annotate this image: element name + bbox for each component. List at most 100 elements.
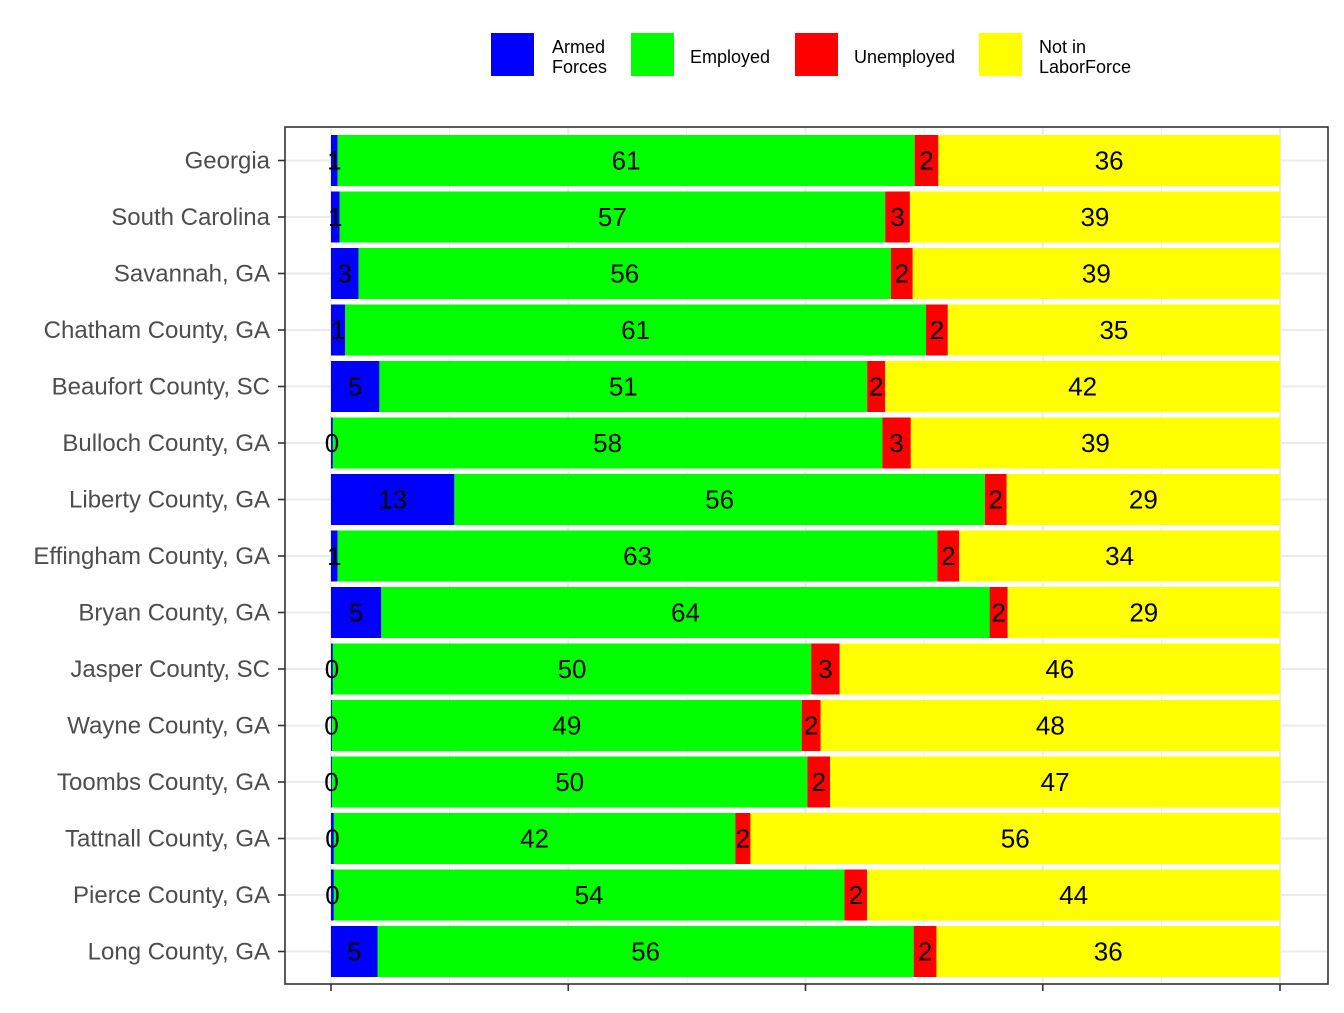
bar-unemployed <box>926 304 948 356</box>
bar-employed <box>337 530 938 582</box>
data-label: 0 <box>324 711 338 741</box>
bar-unemployed <box>890 248 913 299</box>
bar-unemployed <box>811 643 840 695</box>
bar-employed <box>332 417 883 469</box>
data-label: 56 <box>610 259 639 289</box>
bar-not-in-laborforce <box>867 869 1280 921</box>
bar-employed <box>331 700 802 751</box>
bar-armed-forces <box>331 643 333 695</box>
data-label: 0 <box>325 824 339 854</box>
bar-not-in-laborforce <box>910 417 1280 469</box>
y-tick-label: Long County, GA <box>88 939 270 966</box>
bar-unemployed <box>882 417 911 469</box>
data-label: 58 <box>593 428 622 458</box>
bar-not-in-laborforce <box>1007 587 1280 638</box>
data-label: 39 <box>1082 259 1111 289</box>
bar-armed-forces <box>331 135 338 186</box>
data-label: 0 <box>325 654 339 684</box>
data-label: 1 <box>327 541 341 571</box>
data-label: 39 <box>1081 428 1110 458</box>
bar-armed-forces <box>331 530 338 582</box>
data-label: 48 <box>1036 711 1065 741</box>
data-label: 3 <box>889 428 903 458</box>
data-label: 1 <box>327 146 341 176</box>
bar-unemployed <box>914 135 939 186</box>
bar-not-in-laborforce <box>885 361 1280 412</box>
legend-label: Armed <box>552 37 605 57</box>
data-label: 2 <box>869 372 883 402</box>
legend-key-unemployed <box>795 33 838 76</box>
y-tick-label: Georgia <box>185 148 271 175</box>
data-label: 2 <box>989 485 1003 515</box>
data-label: 50 <box>558 654 587 684</box>
data-label: 50 <box>555 767 584 797</box>
legend-key-armed-forces <box>491 33 534 76</box>
bar-not-in-laborforce <box>750 813 1280 864</box>
data-label: 1 <box>331 315 345 345</box>
bar-employed <box>381 587 990 638</box>
bar-armed-forces <box>331 869 334 921</box>
bar-armed-forces <box>331 191 340 243</box>
bar-unemployed <box>801 700 821 751</box>
y-tick-label: Wayne County, GA <box>67 713 270 740</box>
y-tick-label: Toombs County, GA <box>57 769 270 796</box>
data-label: 61 <box>612 146 641 176</box>
bar-employed <box>333 813 736 864</box>
data-label: 42 <box>520 824 549 854</box>
bar-unemployed <box>807 756 831 808</box>
y-tick-label: Bulloch County, GA <box>62 430 270 457</box>
bar-employed <box>333 869 845 921</box>
bar-not-in-laborforce <box>959 530 1280 582</box>
data-label: 44 <box>1059 880 1088 910</box>
bar-armed-forces <box>331 813 334 864</box>
bars <box>331 135 1280 977</box>
bar-unemployed <box>867 361 886 412</box>
legend-label: Employed <box>690 47 770 67</box>
data-label: 0 <box>325 880 339 910</box>
y-tick-label: Liberty County, GA <box>69 487 270 514</box>
bar-armed-forces <box>331 756 332 808</box>
legend-key-employed <box>631 33 674 76</box>
bar-employed <box>454 474 985 525</box>
data-label: 2 <box>919 146 933 176</box>
y-tick-label: Jasper County, SC <box>70 656 270 683</box>
data-label: 3 <box>890 202 904 232</box>
bar-unemployed <box>937 530 960 582</box>
data-label: 56 <box>705 485 734 515</box>
y-tick-label: Effingham County, GA <box>33 543 270 570</box>
bar-not-in-laborforce <box>820 700 1280 751</box>
legend-label: Unemployed <box>854 47 955 67</box>
y-tick-label: Bryan County, GA <box>78 600 270 627</box>
data-label: 2 <box>849 880 863 910</box>
data-label: 61 <box>621 315 650 345</box>
y-tick-label: Beaufort County, SC <box>52 374 270 401</box>
data-label: 5 <box>347 937 361 967</box>
data-label: 5 <box>348 372 362 402</box>
data-label: 36 <box>1094 937 1123 967</box>
data-label: 2 <box>941 541 955 571</box>
data-label: 2 <box>736 824 750 854</box>
bar-unemployed <box>885 191 910 243</box>
data-label: 2 <box>895 259 909 289</box>
bar-unemployed <box>989 587 1008 638</box>
legend-key-not-in-laborforce <box>979 33 1022 76</box>
data-label: 51 <box>609 372 638 402</box>
bar-employed <box>377 926 914 977</box>
data-label: 54 <box>575 880 604 910</box>
y-tick-label: South Carolina <box>111 204 270 231</box>
bar-armed-forces <box>331 700 332 751</box>
bar-not-in-laborforce <box>912 248 1280 299</box>
data-label: 56 <box>631 937 660 967</box>
data-label: 3 <box>818 654 832 684</box>
bar-armed-forces <box>331 926 378 977</box>
bar-armed-forces <box>331 361 380 412</box>
bar-employed <box>358 248 891 299</box>
bar-not-in-laborforce <box>947 304 1280 356</box>
data-label: 1 <box>328 202 342 232</box>
data-label: 46 <box>1045 654 1074 684</box>
data-label: 0 <box>324 767 338 797</box>
y-axis: Georgia South Carolina Savannah, GA Chatham… <box>33 148 1281 991</box>
